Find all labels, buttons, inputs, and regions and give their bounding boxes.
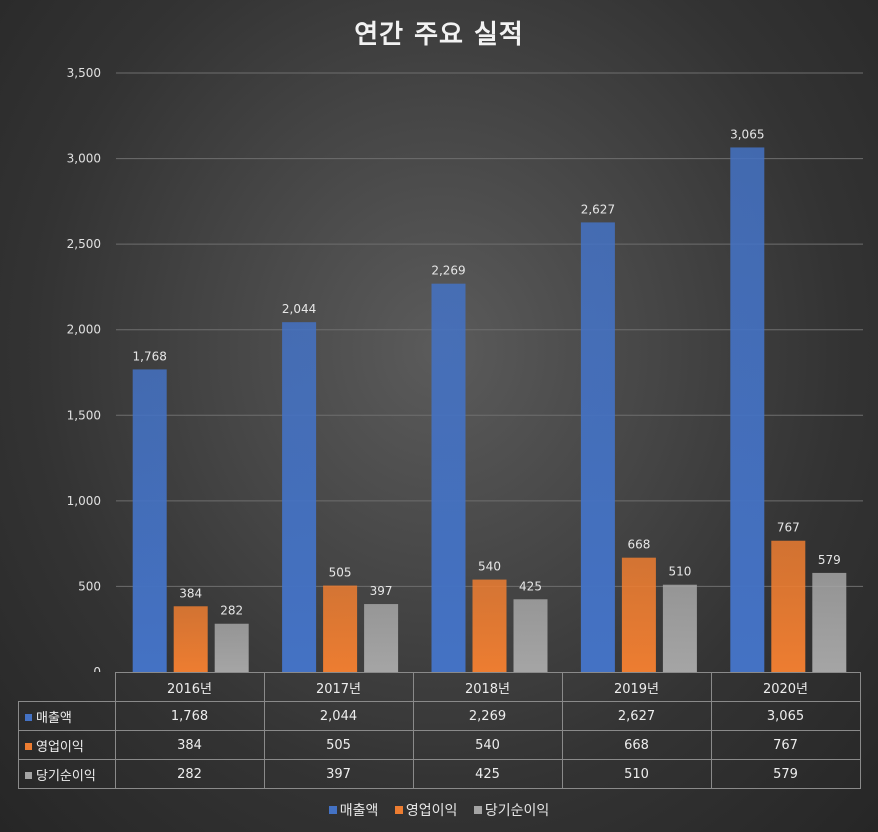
data-label: 425 (519, 579, 542, 593)
table-row-label: 당기순이익 (18, 759, 116, 789)
data-table: 2016년 2017년 2018년 2019년 2020년 매출액 1,768 … (18, 672, 861, 789)
bar (472, 579, 507, 672)
table-cell: 2,044 (263, 701, 414, 731)
table-row-label: 매출액 (18, 701, 116, 731)
y-tick-label: 3,000 (67, 152, 101, 166)
legend-item-net-income: 당기순이익 (473, 800, 550, 820)
table-category: 2016년 (114, 672, 265, 702)
data-table-header-row: 2016년 2017년 2018년 2019년 2020년 (18, 672, 861, 702)
bar (771, 540, 806, 672)
table-category: 2020년 (710, 672, 861, 702)
bar (662, 584, 697, 672)
series-swatch (25, 771, 32, 779)
table-row-label-text: 영업이익 (36, 739, 84, 755)
table-cell: 2,269 (412, 701, 563, 731)
y-tick-label: 3,500 (67, 66, 101, 80)
y-tick-label: 0 (93, 665, 101, 672)
table-cell: 579 (710, 759, 861, 789)
chart-legend: 매출액 영업이익 당기순이익 (0, 800, 878, 820)
legend-swatch (473, 806, 482, 814)
bar (621, 557, 656, 672)
data-label: 505 (329, 566, 352, 580)
table-cell: 282 (114, 759, 265, 789)
table-cell: 3,065 (710, 701, 861, 731)
data-label: 397 (370, 584, 393, 598)
bar (812, 572, 847, 672)
table-cell: 505 (263, 730, 414, 760)
data-label: 2,627 (581, 202, 615, 216)
table-cell: 384 (114, 730, 265, 760)
data-label: 767 (777, 521, 800, 535)
legend-label: 영업이익 (405, 803, 458, 819)
legend-label: 매출액 (339, 803, 379, 819)
series-swatch (25, 713, 32, 721)
data-label: 282 (220, 604, 243, 618)
bar (580, 222, 615, 672)
table-cell: 397 (263, 759, 414, 789)
bar (513, 599, 548, 672)
data-table-row-operating-profit: 영업이익 384 505 540 668 767 (18, 730, 861, 760)
data-label: 668 (627, 538, 650, 552)
table-cell: 540 (412, 730, 563, 760)
data-label: 540 (478, 560, 501, 574)
table-category: 2018년 (412, 672, 563, 702)
y-tick-label: 2,000 (67, 323, 101, 337)
data-label: 510 (668, 565, 691, 579)
data-table-row-net-income: 당기순이익 282 397 425 510 579 (18, 759, 861, 789)
table-cell: 668 (561, 730, 712, 760)
table-category: 2019년 (561, 672, 712, 702)
table-category: 2017년 (263, 672, 414, 702)
data-table-corner (18, 672, 116, 702)
legend-item-sales: 매출액 (328, 800, 379, 820)
data-label: 3,065 (730, 127, 764, 141)
table-cell: 510 (561, 759, 712, 789)
data-label: 579 (818, 553, 841, 567)
data-label: 384 (179, 586, 202, 600)
bar (132, 369, 167, 672)
table-cell: 2,627 (561, 701, 712, 731)
table-cell: 425 (412, 759, 563, 789)
table-row-label-text: 당기순이익 (36, 768, 96, 784)
legend-label: 당기순이익 (484, 803, 550, 819)
bar (364, 604, 399, 672)
bar (214, 623, 249, 672)
legend-item-operating-profit: 영업이익 (394, 800, 458, 820)
y-tick-label: 1,500 (67, 408, 101, 422)
data-table-row-sales: 매출액 1,768 2,044 2,269 2,627 3,065 (18, 701, 861, 731)
table-cell: 1,768 (114, 701, 265, 731)
bar (730, 147, 765, 672)
bar (431, 283, 466, 672)
table-cell: 767 (710, 730, 861, 760)
data-label: 2,044 (282, 302, 316, 316)
y-tick-label: 2,500 (67, 237, 101, 251)
legend-swatch (394, 806, 403, 814)
bar (173, 606, 208, 672)
y-tick-label: 500 (78, 579, 101, 593)
bar (323, 585, 358, 672)
chart-title: 연간 주요 실적 (354, 20, 524, 50)
data-label: 2,269 (431, 264, 465, 278)
table-row-label: 영업이익 (18, 730, 116, 760)
bar-chart: 0 500 1,000 1,500 2,000 2,500 3,000 3,500 1,768 3… (67, 66, 863, 672)
table-row-label-text: 매출액 (36, 710, 72, 726)
legend-swatch (328, 806, 337, 814)
y-tick-label: 1,000 (67, 494, 101, 508)
bar (282, 322, 317, 672)
series-swatch (25, 742, 32, 750)
data-label: 1,768 (133, 349, 167, 363)
